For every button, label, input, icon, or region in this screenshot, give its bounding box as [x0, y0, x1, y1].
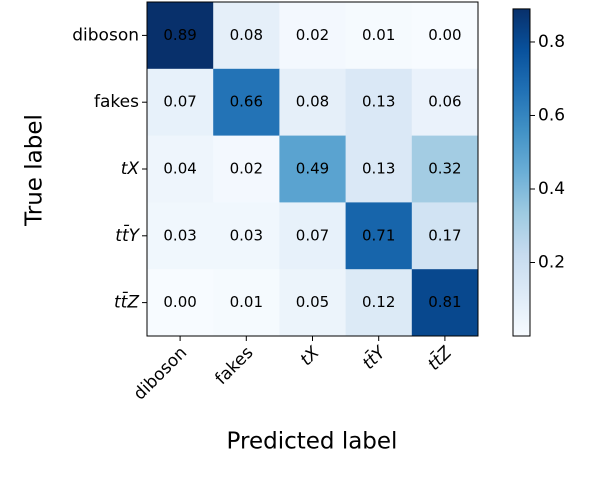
heatmap-cell [345, 269, 413, 337]
heatmap-cell [279, 135, 347, 203]
cell-label: 0.06 [428, 93, 461, 111]
heatmap-cell [411, 135, 479, 203]
cell-label: 0.03 [230, 226, 263, 244]
cell-label: 0.08 [296, 93, 329, 111]
x-tick-label: tX [296, 343, 323, 370]
cell-label: 0.00 [163, 293, 196, 311]
cell-label: 0.01 [230, 293, 263, 311]
cell-label: 0.13 [362, 93, 395, 111]
cell-label: 0.01 [362, 26, 395, 44]
cell-label: 0.07 [296, 226, 329, 244]
heatmap-cell [411, 68, 479, 137]
cell-label: 0.02 [296, 26, 329, 44]
heatmap-cell [147, 202, 214, 270]
x-axis-title: Predicted label [227, 429, 398, 455]
cell-label: 0.03 [163, 226, 196, 244]
cell-label: 0.00 [428, 26, 461, 44]
cell-label: 0.13 [362, 160, 395, 178]
heatmap-cell [411, 269, 479, 337]
x-tick-label: tt̄Z [423, 341, 457, 375]
x-tick-label: fakes [211, 343, 257, 389]
heatmap-cell [279, 2, 347, 70]
colorbar [512, 8, 531, 337]
colorbar-tick-label: 0.4 [538, 179, 565, 199]
y-tick-label: fakes [94, 92, 139, 112]
cell-label: 0.07 [163, 93, 196, 111]
heatmap-cell [213, 68, 280, 137]
x-tick-label: diboson [130, 343, 191, 404]
cell-label: 0.12 [362, 293, 395, 311]
y-tick-label: diboson [72, 25, 139, 45]
cell-label: 0.04 [163, 160, 196, 178]
colorbar-tick-label: 0.6 [538, 105, 565, 125]
cell-label: 0.71 [362, 226, 395, 244]
colorbar-tick-label: 0.8 [538, 32, 565, 52]
y-tick-label: tX [121, 159, 140, 179]
cell-label: 0.05 [296, 293, 329, 311]
heatmap-cell [147, 135, 214, 203]
heatmap-cell [213, 135, 280, 203]
heatmap-cell [411, 2, 479, 70]
colorbar-tick-label: 0.2 [538, 252, 565, 272]
heatmap-cell [345, 68, 413, 137]
cell-label: 0.17 [428, 226, 461, 244]
heatmap-cell [345, 135, 413, 203]
cell-label: 0.89 [163, 26, 196, 44]
y-axis-title: True label [22, 114, 48, 227]
heatmap-cell [147, 68, 214, 137]
heatmap-cell [147, 269, 214, 337]
cell-label: 0.08 [230, 26, 263, 44]
heatmap-cell [213, 202, 280, 270]
x-tick-label: tt̄Y [357, 340, 391, 374]
heatmap-cell [147, 2, 214, 70]
heatmap-cell [345, 2, 413, 70]
heatmap-cell [213, 269, 280, 337]
cell-label: 0.66 [230, 93, 263, 111]
heatmap-cell [279, 68, 347, 137]
heatmap-cell [411, 202, 479, 270]
heatmap-cell [279, 269, 347, 337]
cell-label: 0.32 [428, 160, 461, 178]
cell-label: 0.81 [428, 293, 461, 311]
heatmap-cell [213, 2, 280, 70]
y-tick-label: tt̄Y [115, 224, 140, 246]
heatmap-cell [345, 202, 413, 270]
heatmap-cell [279, 202, 347, 270]
y-tick-label: tt̄Z [114, 291, 139, 313]
cell-label: 0.02 [230, 160, 263, 178]
cell-label: 0.49 [296, 160, 329, 178]
